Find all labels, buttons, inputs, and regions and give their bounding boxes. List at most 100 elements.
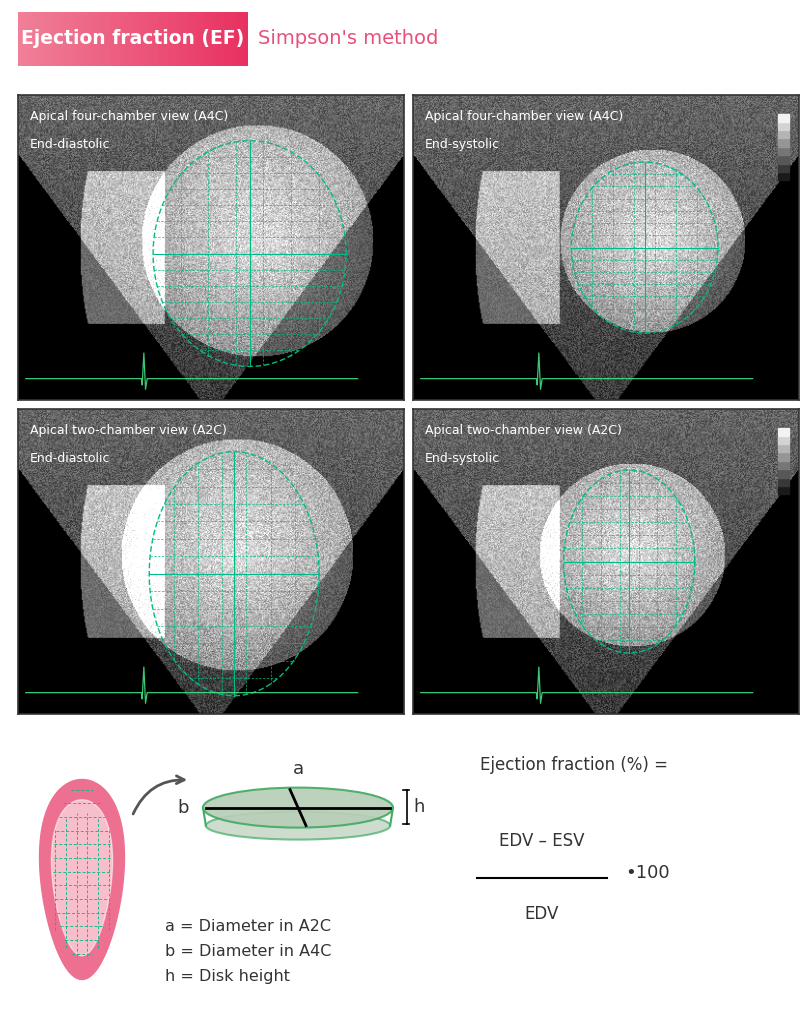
Bar [25, 12, 27, 66]
Bar [48, 12, 50, 66]
Bar [199, 12, 202, 66]
Bar [39, 12, 40, 66]
Bar [148, 12, 151, 66]
Bar [161, 12, 163, 66]
Bar [778, 462, 789, 469]
Text: EDV – ESV: EDV – ESV [500, 831, 585, 850]
Bar [117, 12, 119, 66]
Bar [147, 12, 148, 66]
Ellipse shape [206, 812, 390, 840]
Bar [151, 12, 153, 66]
Bar [110, 12, 112, 66]
Bar [23, 12, 25, 66]
Bar [36, 12, 39, 66]
Bar [220, 12, 223, 66]
Bar [71, 12, 73, 66]
Bar [197, 12, 199, 66]
Text: EDV: EDV [525, 905, 559, 924]
Bar [89, 12, 91, 66]
Bar [194, 12, 197, 66]
Bar [778, 173, 789, 180]
Bar [131, 12, 132, 66]
Bar [73, 12, 75, 66]
Bar [132, 12, 135, 66]
Bar [186, 12, 188, 66]
Bar [204, 12, 207, 66]
Bar [64, 12, 66, 66]
Bar [778, 164, 789, 172]
Bar [31, 12, 34, 66]
Text: Apical four-chamber view (A4C): Apical four-chamber view (A4C) [424, 111, 623, 123]
Bar [20, 12, 23, 66]
Bar [778, 478, 789, 486]
Bar [218, 12, 220, 66]
Bar [209, 12, 211, 66]
Bar [43, 12, 45, 66]
Bar [98, 12, 101, 66]
Bar [156, 12, 158, 66]
Bar [137, 12, 140, 66]
Bar [119, 12, 121, 66]
Bar [66, 12, 69, 66]
Text: Ejection fraction (%) =: Ejection fraction (%) = [480, 756, 668, 774]
FancyArrowPatch shape [133, 776, 184, 814]
Bar [181, 12, 183, 66]
Bar [107, 12, 110, 66]
Bar [778, 486, 789, 495]
Bar [243, 12, 245, 66]
Bar [240, 12, 243, 66]
Bar [169, 12, 172, 66]
Ellipse shape [203, 787, 393, 827]
Text: b: b [178, 799, 189, 816]
Bar [178, 12, 181, 66]
Bar [239, 12, 240, 66]
Bar [778, 139, 789, 146]
Bar [172, 12, 174, 66]
Bar [202, 12, 204, 66]
Bar [223, 12, 224, 66]
Bar [94, 12, 96, 66]
Text: Apical four-chamber view (A4C): Apical four-chamber view (A4C) [30, 111, 228, 123]
Bar [234, 12, 236, 66]
Bar [87, 12, 89, 66]
Bar [213, 12, 215, 66]
Bar [778, 428, 789, 435]
Bar [102, 12, 105, 66]
Polygon shape [52, 800, 112, 955]
Bar [61, 12, 64, 66]
Bar [18, 12, 20, 66]
Text: h = Disk height: h = Disk height [165, 969, 290, 984]
Bar [96, 12, 98, 66]
Text: End-systolic: End-systolic [424, 452, 500, 465]
Bar [190, 12, 193, 66]
Bar [245, 12, 248, 66]
Bar [75, 12, 77, 66]
Bar [236, 12, 239, 66]
Text: b = Diameter in A4C: b = Diameter in A4C [165, 944, 332, 958]
Bar [121, 12, 123, 66]
Bar [183, 12, 186, 66]
Bar [778, 470, 789, 477]
Bar [123, 12, 126, 66]
Bar [211, 12, 213, 66]
Bar [167, 12, 169, 66]
Text: End-systolic: End-systolic [424, 137, 500, 151]
Bar [232, 12, 234, 66]
Bar [778, 147, 789, 156]
Bar [50, 12, 52, 66]
Bar [135, 12, 137, 66]
Bar [158, 12, 161, 66]
Bar [144, 12, 147, 66]
Text: Simpson's method: Simpson's method [258, 30, 439, 48]
Bar [778, 156, 789, 164]
Bar [140, 12, 142, 66]
Bar [40, 12, 43, 66]
Bar [778, 114, 789, 122]
Bar [207, 12, 209, 66]
Bar [59, 12, 61, 66]
Bar [101, 12, 102, 66]
Bar [128, 12, 131, 66]
Bar [80, 12, 82, 66]
Bar [227, 12, 229, 66]
Bar [224, 12, 227, 66]
